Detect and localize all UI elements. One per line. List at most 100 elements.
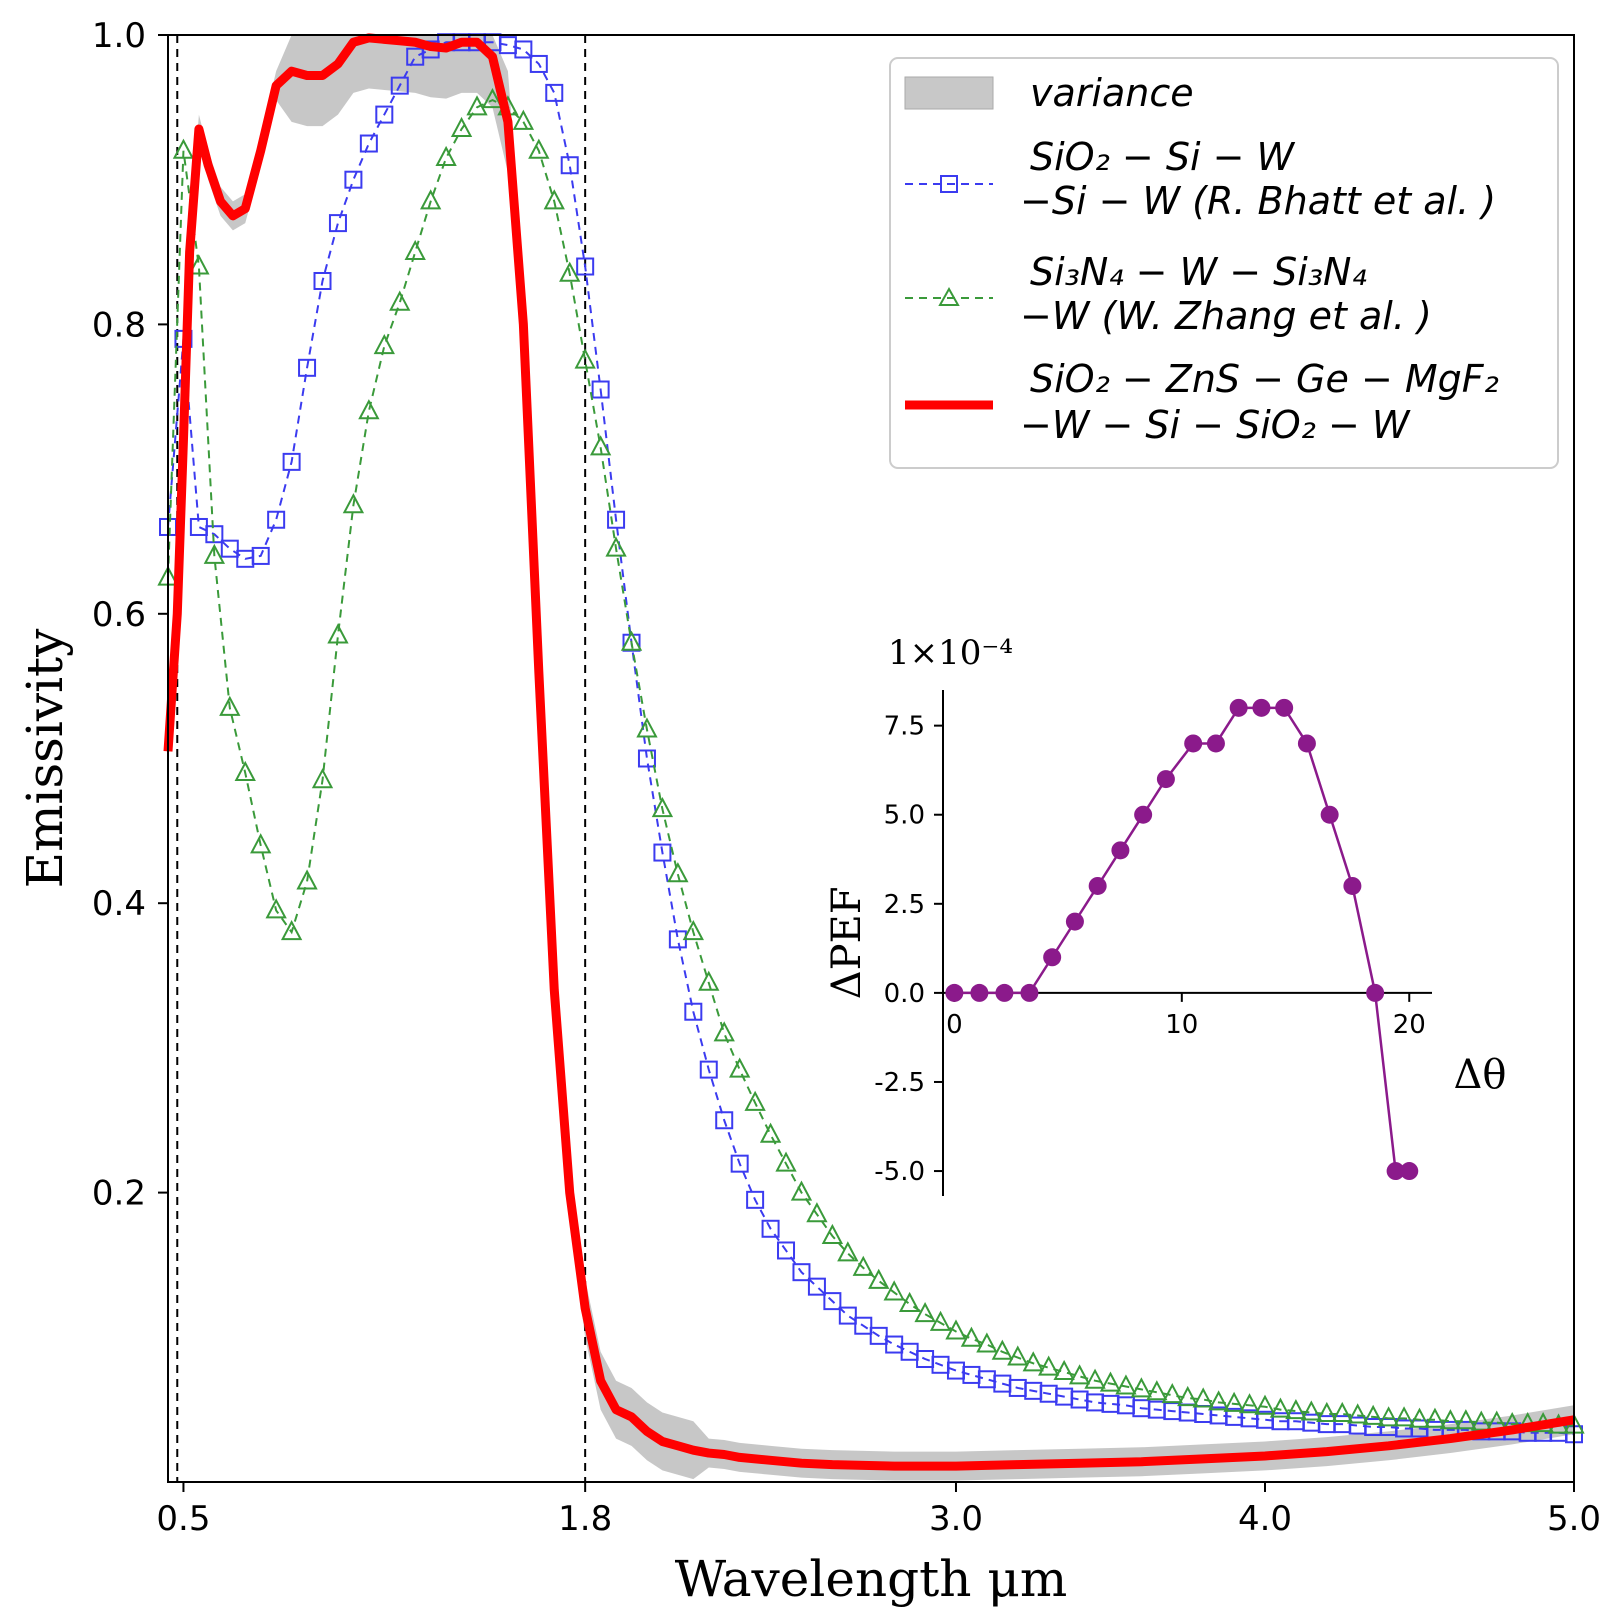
series-zhang-point: [1285, 1398, 1307, 1420]
series-bhatt-point: [282, 452, 301, 471]
series-zhang-point: [1408, 1407, 1431, 1428]
inset-plot: 7.5 5.0 2.5 0.0 -2.5 -5.0 0 10 20 1×10⁻⁴ ΔPEF Δθ: [824, 633, 1506, 1196]
y-tick-label: 0.2: [92, 1174, 146, 1214]
inset-point: [1134, 805, 1153, 824]
series-zhang-point: [682, 920, 704, 941]
inset-point: [1206, 734, 1225, 753]
series-zhang-point: [775, 1151, 797, 1172]
series-zhang-point: [1192, 1387, 1214, 1408]
series-zhang-point: [1207, 1390, 1230, 1411]
series-zhang-point: [389, 290, 411, 311]
inset-x-tick-label: 10: [1165, 1010, 1198, 1040]
series-zhang-point: [976, 1332, 998, 1353]
inset-point: [1184, 734, 1203, 753]
series-zhang-point: [435, 145, 457, 166]
series-bhatt-point: [715, 1111, 734, 1130]
inset-point: [1366, 983, 1385, 1002]
series-zhang-point: [342, 493, 365, 514]
x-axis-label: Wavelength μm: [675, 1550, 1068, 1608]
series-zhang-point: [1161, 1383, 1183, 1404]
series-zhang-point: [250, 833, 272, 854]
series-zhang-point: [1254, 1394, 1276, 1415]
inset-point: [1343, 876, 1362, 895]
inset-y-tick-label: -2.5: [874, 1068, 925, 1098]
legend-ours-line1: SiO₂ − ZnS − Ge − MgF₂: [1030, 357, 1499, 401]
inset-point: [995, 983, 1014, 1002]
series-zhang-point: [1007, 1345, 1029, 1366]
series-bhatt-point: [328, 214, 347, 233]
series-zhang-point: [450, 116, 473, 138]
series-zhang-point: [898, 1291, 921, 1313]
inset-x-label: Δθ: [1454, 1052, 1507, 1098]
series-bhatt-point: [962, 1365, 981, 1384]
series-zhang-point: [234, 760, 256, 781]
inset-y-tick-label: -5.0: [874, 1157, 925, 1187]
series-zhang-point: [466, 95, 488, 116]
series-bhatt-point: [792, 1263, 811, 1282]
inset-y-tick-label: 5.0: [884, 801, 925, 831]
series-bhatt-point: [359, 134, 378, 153]
legend-zhang-line2: −W (W. Zhang et al. ): [1020, 294, 1432, 338]
plot-frame: [167, 34, 1575, 1483]
series-zhang-point: [1439, 1409, 1462, 1430]
series-zhang-point: [1347, 1403, 1369, 1424]
series-zhang-point: [1238, 1393, 1261, 1414]
series-zhang-point: [1099, 1371, 1122, 1392]
legend-zhang-line1: Si₃N₄ − W − Si₃N₄: [1030, 250, 1367, 294]
series-bhatt-point: [977, 1370, 996, 1389]
series-bhatt-line: [167, 41, 1575, 1436]
series-bhatt-point: [375, 105, 394, 124]
inset-point: [1065, 912, 1084, 931]
series-bhatt-point: [560, 156, 579, 175]
series-zhang-point: [327, 623, 349, 644]
series-zhang-point: [729, 1057, 751, 1078]
legend-variance-swatch: [904, 76, 994, 110]
series-zhang-point: [265, 898, 287, 919]
series-zhang-point: [759, 1122, 782, 1143]
series-bhatt-point: [823, 1292, 842, 1311]
series-bhatt-point: [591, 380, 610, 399]
inset-point: [1111, 841, 1130, 860]
x-tick-label: 4.0: [1238, 1499, 1292, 1539]
series-zhang-point: [651, 797, 674, 818]
series-zhang-point: [1424, 1407, 1446, 1428]
series-bhatt-point: [746, 1190, 765, 1209]
legend-bhatt-line1: SiO₂ − Si − W: [1030, 135, 1295, 179]
legend-bhatt-marker: [940, 175, 958, 193]
x-tick-label: 3.0: [929, 1499, 983, 1539]
series-bhatt-point: [885, 1335, 904, 1354]
series-bhatt-point: [730, 1154, 749, 1173]
series-zhang-point: [589, 435, 612, 456]
series-zhang-point: [203, 543, 226, 564]
series-zhang-point: [991, 1339, 1013, 1360]
y-tick-label: 0.4: [92, 884, 146, 924]
inset-point: [970, 983, 989, 1002]
legend-variance-label: variance: [1030, 71, 1194, 115]
series-zhang-point: [852, 1255, 874, 1276]
series-zhang-point: [1223, 1391, 1245, 1412]
series-bhatt-point: [761, 1219, 780, 1238]
series-bhatt-point: [251, 546, 270, 565]
legend-bhatt-line2: −Si − W (R. Bhatt et al. ): [1020, 179, 1496, 223]
series-bhatt-point: [576, 257, 595, 276]
inset-scale-label: 1×10⁻⁴: [888, 633, 1013, 673]
inset-point: [1400, 1162, 1419, 1181]
y-tick-label: 0.8: [92, 305, 146, 345]
legend-zhang-marker: [938, 286, 960, 306]
series-bhatt-point: [653, 843, 672, 862]
x-tick-label: 5.0: [1547, 1499, 1601, 1539]
series-zhang-point: [698, 970, 720, 991]
series-zhang-point: [559, 261, 581, 282]
series-bhatt-point: [900, 1342, 919, 1361]
y-tick-label: 1.0: [92, 16, 146, 56]
series-zhang-point: [806, 1202, 828, 1223]
series-zhang-point: [358, 399, 380, 420]
series-bhatt-point: [807, 1277, 826, 1296]
series-bhatt-point: [529, 54, 548, 73]
series-bhatt-point: [607, 510, 626, 529]
series-zhang-point: [172, 138, 195, 159]
series-zhang-point: [1377, 1406, 1400, 1427]
inset-point: [1252, 698, 1271, 717]
